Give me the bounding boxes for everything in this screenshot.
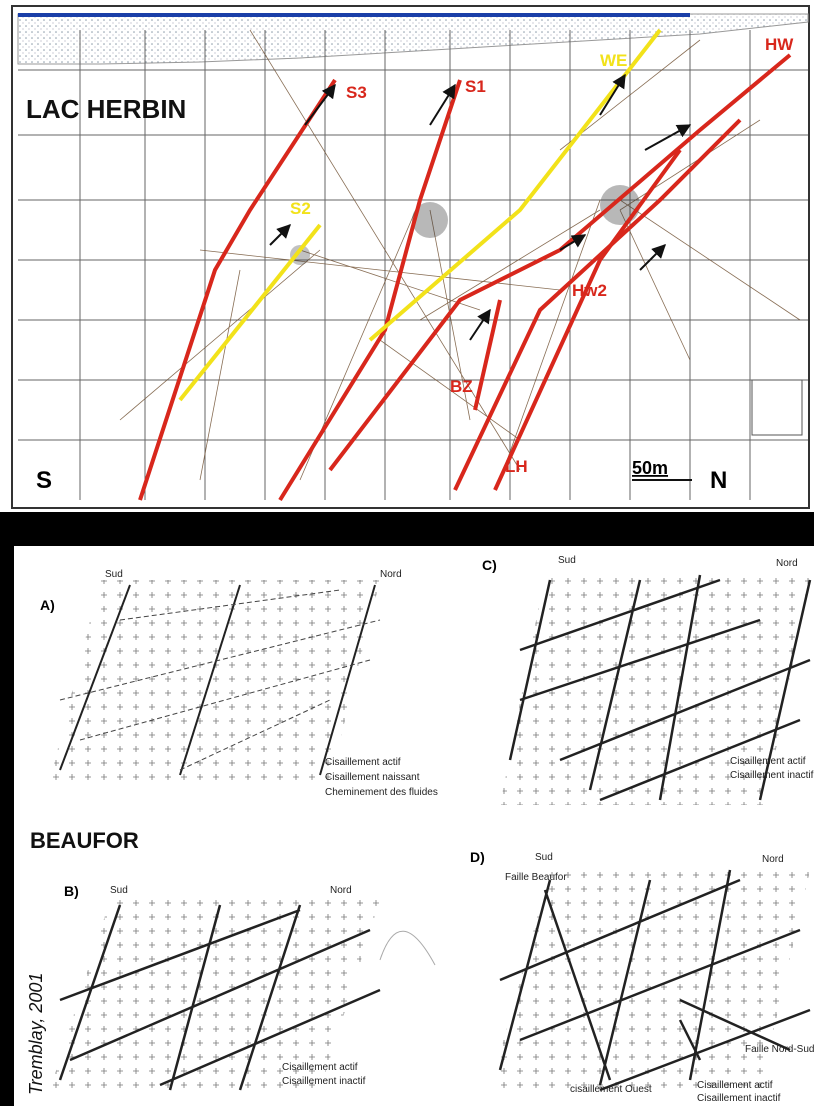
sud-label: Sud bbox=[535, 852, 553, 863]
legend-item: Cisaillement naissant bbox=[325, 772, 420, 783]
separator bbox=[0, 512, 814, 546]
annotation: cisaillement Ouest bbox=[570, 1084, 652, 1095]
fault-label: S3 bbox=[346, 83, 367, 102]
nord-label: Nord bbox=[776, 558, 798, 569]
panel-label: A) bbox=[40, 597, 55, 613]
panel-a: A) Sud Nord Cisaillement actif Cisaillem… bbox=[40, 569, 438, 798]
panel-c: C) Sud Nord Cisaillement actif Cisaillem… bbox=[482, 555, 814, 805]
panel-label: D) bbox=[470, 849, 485, 865]
fault-label: LH bbox=[505, 457, 528, 476]
legend-item: Cisaillement actif bbox=[282, 1062, 358, 1073]
legend-item: Cisaillement inactif bbox=[697, 1093, 781, 1104]
page: Lac Herbin / Beaufor {"top":{"title":"LA… bbox=[0, 0, 814, 1106]
panel-label: B) bbox=[64, 883, 79, 899]
section-title: LAC HERBIN bbox=[26, 94, 186, 124]
panel-d: D) Sud Nord Faille Beaufor Faille Nord-S… bbox=[470, 849, 814, 1104]
scale-label: 50m bbox=[632, 458, 668, 478]
annotation: Faille Beaufor bbox=[505, 872, 567, 883]
legend-item: Cisaillement actif bbox=[697, 1080, 773, 1091]
legend-item: Cheminement des fluides bbox=[325, 787, 438, 798]
nord-label: Nord bbox=[330, 885, 352, 896]
nord-label: Nord bbox=[762, 854, 784, 865]
panel-label: C) bbox=[482, 557, 497, 573]
legend-item: Cisaillement inactif bbox=[282, 1076, 366, 1087]
fault-label: HW bbox=[765, 35, 794, 54]
north-label: N bbox=[710, 467, 727, 494]
fault-label: WE bbox=[600, 51, 627, 70]
panel-b: B) Sud Nord Cisaillement actif Cisaillem… bbox=[50, 883, 435, 1090]
sud-label: Sud bbox=[110, 885, 128, 896]
south-label: S bbox=[36, 467, 52, 494]
body: LAC HERBIN S3 S1 WE HW S2 Hw2 BZ LH S N … bbox=[0, 0, 814, 1106]
lac-herbin-section: LAC HERBIN S3 S1 WE HW S2 Hw2 BZ LH S N … bbox=[12, 6, 809, 508]
legend-item: Cisaillement inactif bbox=[730, 770, 814, 781]
nord-label: Nord bbox=[380, 569, 402, 580]
beaufor-title: BEAUFOR bbox=[30, 828, 139, 853]
fault-label: S1 bbox=[465, 77, 486, 96]
figure: LAC HERBIN S3 S1 WE HW S2 Hw2 BZ LH S N … bbox=[0, 0, 814, 1106]
sud-label: Sud bbox=[105, 569, 123, 580]
fault-label: Hw2 bbox=[572, 281, 607, 300]
fault-label: S2 bbox=[290, 199, 311, 218]
annotation: Faille Nord-Sud bbox=[745, 1044, 814, 1055]
left-bar bbox=[0, 546, 14, 1106]
legend-item: Cisaillement actif bbox=[730, 756, 806, 767]
fault-label: BZ bbox=[450, 377, 473, 396]
sud-label: Sud bbox=[558, 555, 576, 566]
legend-item: Cisaillement actif bbox=[325, 757, 401, 768]
beaufor-panels: A) Sud Nord Cisaillement actif Cisaillem… bbox=[16, 555, 814, 1104]
